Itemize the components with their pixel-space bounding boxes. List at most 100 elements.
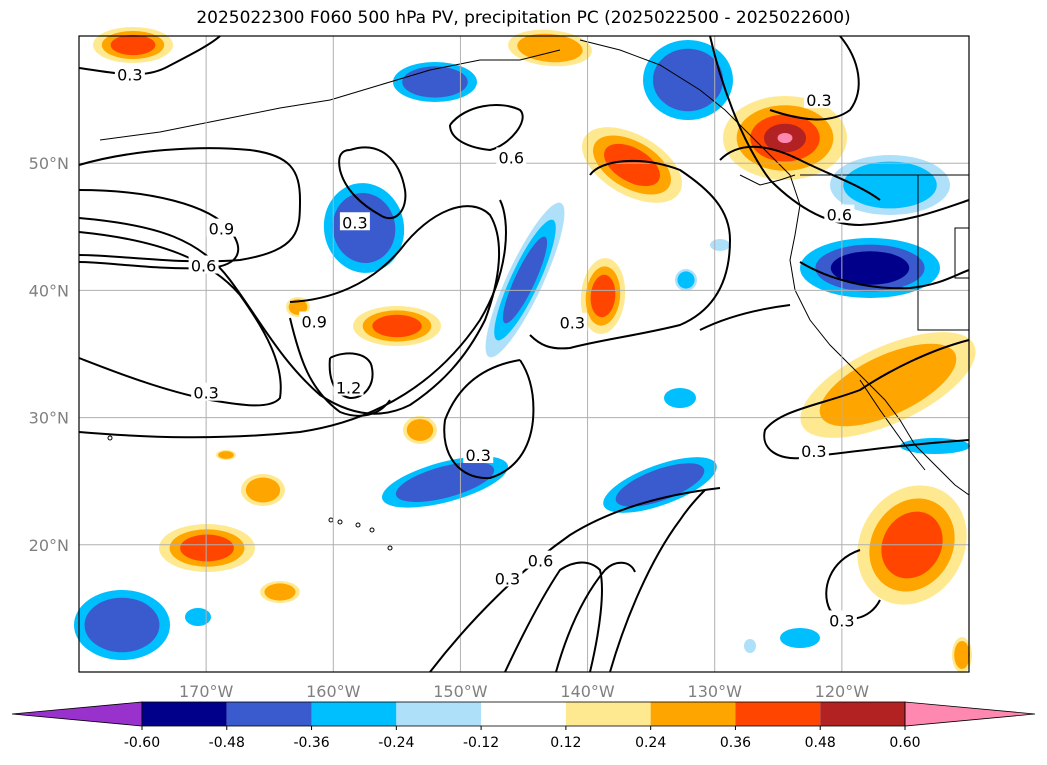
precip-blob-negative <box>485 202 565 358</box>
contour-label-background <box>496 147 527 166</box>
pv-contour-line <box>825 549 881 620</box>
lon-tick-label: 170°W <box>179 682 234 701</box>
contour-label-background <box>299 311 330 330</box>
colorbar-tick-label: 0.36 <box>720 735 751 751</box>
pv-contour-line <box>699 304 791 331</box>
precip-blob-negative <box>675 269 697 291</box>
contour-label: 0.3 <box>560 314 585 333</box>
contour-label: 1.2 <box>336 379 361 398</box>
precip-blob-negative <box>382 456 508 508</box>
precip-blob-positive <box>260 581 300 603</box>
lon-tick-label: 140°W <box>560 682 615 701</box>
island <box>355 522 361 528</box>
coastline <box>99 99 331 141</box>
coastline <box>789 174 970 496</box>
pv-contour-line <box>709 35 970 227</box>
pv-contour-line <box>429 487 721 673</box>
lat-tick-label: 20°N <box>29 536 69 555</box>
contour-label: 0.3 <box>806 91 831 110</box>
contour-label: 0.3 <box>342 213 367 232</box>
colorbar-swatch <box>650 702 736 726</box>
colorbar-tick-label: -0.36 <box>293 735 329 751</box>
pv-contour-line <box>78 199 507 439</box>
precip-blob-positive <box>580 258 626 334</box>
precip-blob-positive <box>241 474 285 506</box>
colorbar-tick-label: -0.24 <box>378 735 414 751</box>
coastline <box>917 175 969 331</box>
colorbar-tick-label: 0.24 <box>635 735 666 751</box>
lon-tick-label: 150°W <box>433 682 488 701</box>
contour-label-background <box>206 218 237 237</box>
precip-blob-positive <box>800 332 976 438</box>
island <box>107 435 113 441</box>
coastline <box>739 174 796 186</box>
pv-contour-line <box>609 489 706 673</box>
precip-blob-negative <box>185 608 211 626</box>
contour-label: 0.3 <box>495 569 520 588</box>
pv-contour-line <box>555 561 636 673</box>
colorbar-tick-label: -0.48 <box>209 735 245 751</box>
pv-contour-line <box>289 317 391 417</box>
precip-blob-negative <box>800 238 940 298</box>
contour-label: 0.6 <box>191 257 216 276</box>
contour-label: 0.9 <box>209 220 234 239</box>
precip-blob-negative <box>603 457 717 513</box>
lat-tick-label: 40°N <box>29 281 69 300</box>
contour-label-background <box>339 212 370 231</box>
island <box>337 519 343 525</box>
precip-blob-negative <box>830 155 950 215</box>
precip-blob-negative <box>744 639 756 653</box>
contour-label: 0.9 <box>301 312 326 331</box>
colorbar-swatch <box>820 702 905 726</box>
precip-blob-positive <box>93 27 173 63</box>
precip-blob-negative <box>393 62 477 102</box>
colorbar-swatch <box>311 702 397 726</box>
contour-label: 0.3 <box>801 442 826 461</box>
pv-contour-line <box>443 359 535 480</box>
precip-blob-negative <box>664 388 696 408</box>
contour-label: 0.3 <box>829 611 854 630</box>
pv-contour-line <box>78 189 240 270</box>
colorbar-tick-label: 0.12 <box>550 735 581 751</box>
contour-labels: 0.3 0.6 0.3 0.9 0.6 0.9 0.3 1.2 0.3 0.3 0.3 0.3 0.6 0… <box>114 64 857 630</box>
contour-label: 0.6 <box>528 552 553 571</box>
lon-tick-label: 160°W <box>306 682 361 701</box>
colorbar-swatch <box>226 702 312 726</box>
pv-contour-line <box>504 561 603 673</box>
pv-contour-line <box>799 261 970 290</box>
colorbar-extend-min <box>11 701 143 727</box>
contour-label-background <box>492 568 523 587</box>
precip-blob-positive <box>582 127 682 203</box>
colorbar-swatch <box>396 702 482 726</box>
contour-label-background <box>525 550 556 569</box>
lon-tick-label: 120°W <box>815 682 870 701</box>
map-title: 2025022300 F060 500 hPa PV, precipitatio… <box>196 8 851 28</box>
axis-ticks: 170°W 160°W 150°W 140°W 130°W 120°W 20°N 30°N 40… <box>29 154 870 701</box>
colorbar-tick-label: 0.60 <box>889 735 920 751</box>
contour-label-background <box>824 204 855 223</box>
colorbar: -0.60 -0.48 -0.36 -0.24 -0.12 0.12 0.24 0.36 0.4… <box>11 701 1036 751</box>
pv-contour-line <box>769 35 860 121</box>
colorbar-frame <box>141 701 906 727</box>
contour-label: 0.6 <box>827 206 852 225</box>
map-frame <box>78 35 970 673</box>
precip-blob-negative <box>74 590 170 660</box>
contour-label-background <box>803 90 834 109</box>
precip-blob-positive <box>952 637 972 673</box>
pv-contour-line <box>78 35 221 76</box>
pv-contour-line <box>529 160 732 350</box>
pv-contour-line <box>338 146 407 220</box>
contour-label-background <box>191 382 222 401</box>
precip-blob-positive <box>216 450 236 460</box>
colorbar-swatch <box>735 702 821 726</box>
contour-label-background <box>826 610 857 629</box>
precip-blob-negative <box>780 628 820 648</box>
contour-label: 0.3 <box>193 384 218 403</box>
coastline <box>329 49 561 101</box>
lat-tick-label: 30°N <box>29 409 69 428</box>
lat-tick-label: 50°N <box>29 154 69 173</box>
pv-contour-line <box>763 339 970 460</box>
island <box>369 527 375 533</box>
lon-tick-label: 130°W <box>688 682 743 701</box>
